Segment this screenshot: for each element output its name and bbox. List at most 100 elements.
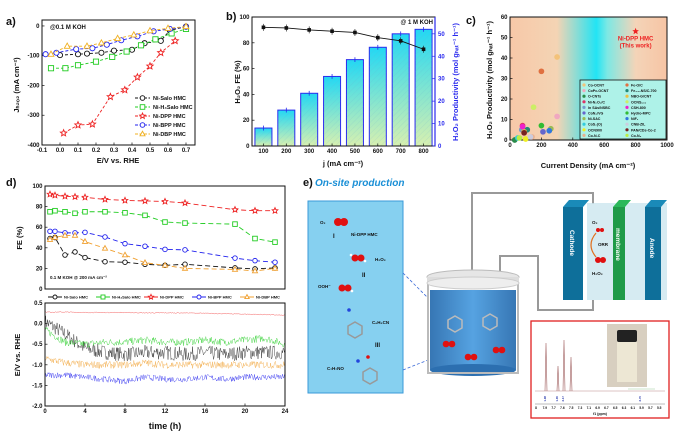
data-point [102, 258, 108, 265]
panel-label-a: a) [6, 16, 16, 28]
y-tick-label: -0.5 [32, 342, 43, 348]
data-point [46, 190, 54, 198]
y-tick-label: -200 [27, 83, 40, 89]
series-ni-bpp-hmc [44, 371, 286, 385]
label-benzamide: C₇H₇NO [327, 366, 344, 371]
label-ooh: OOH⁻ [318, 284, 331, 289]
panel-label-e: e) [303, 177, 313, 189]
x-tick-label: 0.5 [146, 148, 155, 154]
y-axis-label: FE (%) [15, 226, 24, 250]
data-point [181, 198, 189, 207]
data-point [42, 51, 49, 58]
data-point [139, 122, 146, 128]
legend-label: PAN/CDs-Co-2 [631, 128, 656, 132]
data-point [121, 196, 129, 204]
data-point [72, 249, 78, 255]
data-point [53, 49, 60, 56]
data-point [92, 58, 100, 65]
data-point [196, 294, 202, 300]
series-ni-dbp-hmc [46, 231, 279, 274]
data-point [113, 34, 122, 41]
data-point [74, 51, 82, 58]
legend-marker [625, 122, 629, 126]
data-point [121, 251, 129, 258]
y-tick-label: 40 [438, 54, 445, 60]
x-tick-label: 0.7 [182, 148, 191, 154]
data-point [123, 48, 130, 55]
diagram-title: On-site production [315, 178, 404, 189]
data-point [181, 264, 189, 271]
x-tick-label: 500 [350, 149, 361, 155]
y-tick-label: 10 [438, 122, 445, 128]
nmr-x-tick-label: 7.6 [560, 406, 565, 410]
zoom-connector [402, 272, 429, 299]
data-point [63, 42, 71, 49]
y-tick-label: 80 [36, 205, 43, 211]
nmr-x-tick-label: 6.9 [595, 406, 600, 410]
data-point [139, 95, 146, 101]
bar-hatch [254, 128, 272, 146]
series-ni-h-salo-hmc [47, 207, 278, 245]
panel-label-b: b) [226, 11, 237, 23]
label-h2o2: H₂O₂ [375, 257, 386, 262]
label-step-2: II [362, 273, 366, 279]
data-point [157, 37, 164, 44]
legend-item: Ni-Salo HMC [135, 95, 186, 102]
y-tick-label: 100 [32, 184, 43, 190]
y-tick-label: 40 [243, 92, 250, 98]
y-tick-label: 40 [36, 246, 43, 252]
y-tick-label: 20 [243, 118, 250, 124]
data-point [164, 24, 172, 31]
data-point [232, 255, 238, 261]
x-tick-label: 200 [281, 149, 292, 155]
legend-marker [582, 89, 586, 93]
legend-label: Ni-Salo HMC [153, 96, 186, 102]
legend-marker [625, 100, 629, 104]
legend-marker [582, 111, 586, 115]
legend-label: CoS₂(O) [588, 123, 603, 127]
legend-label: Co-N₄ [631, 134, 642, 138]
y-tick-label: -1.5 [32, 383, 43, 389]
y-tick-label: 0.0 [34, 322, 43, 328]
label-o2: O₂ [320, 220, 326, 225]
data-point [261, 25, 266, 30]
legend-label: Ni-Salo HMC [64, 295, 88, 300]
bar-hatch [392, 33, 410, 146]
data-point [521, 129, 527, 136]
data-point [231, 265, 239, 272]
label-cathode: Cathode [568, 230, 575, 256]
series-line [45, 26, 187, 55]
y-tick-label: 30 [501, 77, 508, 83]
data-point [244, 293, 250, 300]
legend-label: Hydro-MPC [631, 112, 651, 116]
nmr-integral-label: 1.98 [543, 396, 547, 402]
legend-marker [582, 105, 586, 109]
nmr-x-tick-label: 5.5 [657, 406, 662, 410]
data-point [109, 53, 116, 60]
label-membrane: membrane [614, 228, 621, 261]
x-tick-label: 400 [327, 149, 338, 155]
y-tick-label: 50 [438, 32, 445, 38]
annotation: @ 1 M KOH [400, 20, 433, 26]
y-tick-label: 80 [243, 41, 250, 47]
y-tick-label: 20 [36, 266, 43, 272]
y-tick-label: -300 [27, 113, 40, 119]
x-tick-label: 0.1 [74, 148, 83, 154]
label-anode: Anode [648, 238, 655, 259]
series-ni-salo-hmc [47, 234, 278, 272]
data-point [231, 205, 239, 214]
label-orr: ORR [598, 242, 609, 247]
legend-item: Ni-DPP HMC [135, 111, 186, 120]
y-tick-label: 50 [501, 36, 508, 42]
x-tick-label: 100 [258, 149, 269, 155]
data-point [519, 123, 526, 130]
x-axis-label: E/V vs. RHE [97, 156, 140, 165]
data-point [146, 26, 154, 34]
data-point [120, 85, 130, 94]
ooh-molecule-icon [338, 284, 354, 293]
y-tick-label: 0 [246, 144, 250, 150]
plot-frame [44, 185, 286, 290]
chart-c: Current Density (mA cm⁻²) H₂O₂ Productiv… [485, 15, 674, 170]
legend-marker [582, 94, 586, 98]
data-point [52, 294, 58, 300]
